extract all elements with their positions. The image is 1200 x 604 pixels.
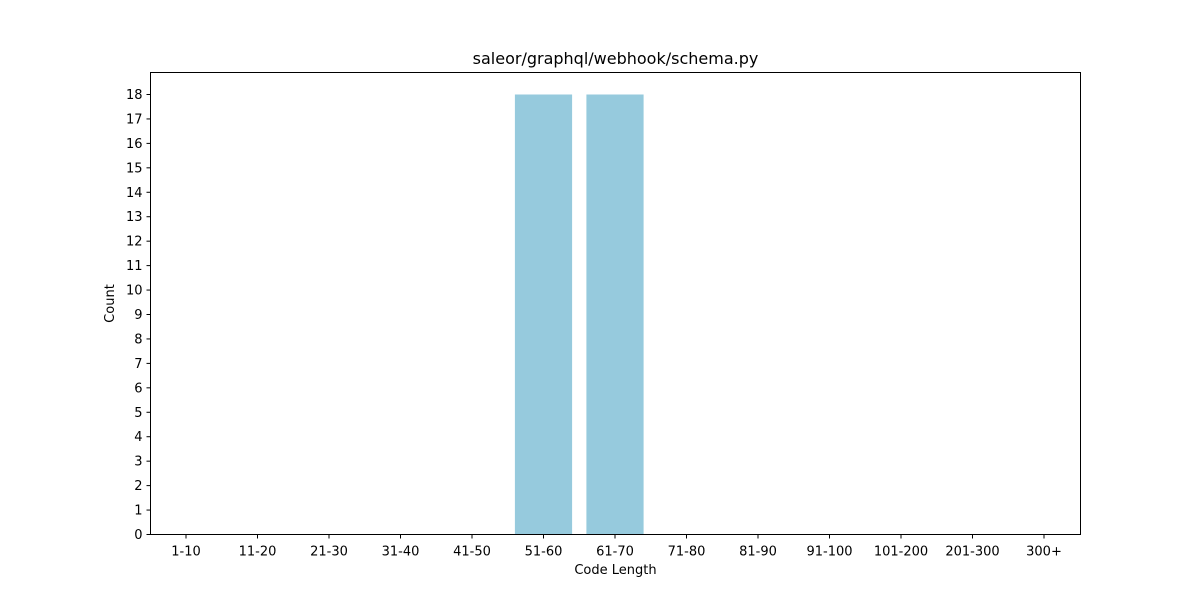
y-tick-label: 13 (126, 210, 143, 225)
x-tick-label: 21-30 (310, 545, 348, 560)
y-tick-label: 10 (126, 284, 143, 299)
x-tick-label: 91-100 (806, 545, 852, 560)
y-tick-label: 12 (126, 235, 143, 250)
y-tick-label: 11 (126, 259, 143, 274)
y-tick-label: 5 (134, 406, 142, 421)
x-tick-label: 41-50 (453, 545, 491, 560)
x-tick-label: 300+ (1026, 545, 1062, 560)
y-tick-label: 8 (134, 332, 142, 347)
y-tick-label: 4 (134, 430, 142, 445)
y-tick-label: 17 (126, 112, 143, 127)
x-tick-label: 1-10 (171, 545, 201, 560)
x-tick-label: 61-70 (596, 545, 634, 560)
bar-51-60 (514, 94, 573, 535)
y-tick-label: 1 (134, 504, 142, 519)
x-tick-label: 11-20 (239, 545, 277, 560)
x-tick-label: 31-40 (382, 545, 420, 560)
x-tick-label: 201-300 (945, 545, 999, 560)
x-axis: 1-10 11-20 21-30 31-40 41-50 51-60 61-70 71-80 8… (171, 534, 1062, 560)
y-tick-label: 2 (134, 479, 142, 494)
bar-61-70 (586, 94, 644, 535)
y-tick-label: 7 (134, 357, 142, 372)
y-tick-label: 14 (126, 186, 143, 201)
x-tick-label: 71-80 (668, 545, 706, 560)
y-tick-label: 15 (126, 161, 143, 176)
y-tick-label: 3 (134, 455, 142, 470)
x-tick-label: 101-200 (874, 545, 928, 560)
x-tick-label: 81-90 (739, 545, 777, 560)
y-tick-label: 0 (134, 528, 142, 543)
y-tick-label: 16 (126, 137, 143, 152)
y-tick-label: 18 (126, 88, 143, 103)
y-tick-label: 6 (134, 381, 142, 396)
x-axis-label: Code Length (574, 563, 656, 578)
x-tick-label: 51-60 (525, 545, 563, 560)
bars-group (514, 94, 644, 535)
chart-title: saleor/graphql/webhook/schema.py (473, 49, 759, 68)
y-axis-label: Count (103, 284, 118, 323)
y-tick-label: 9 (134, 308, 142, 323)
